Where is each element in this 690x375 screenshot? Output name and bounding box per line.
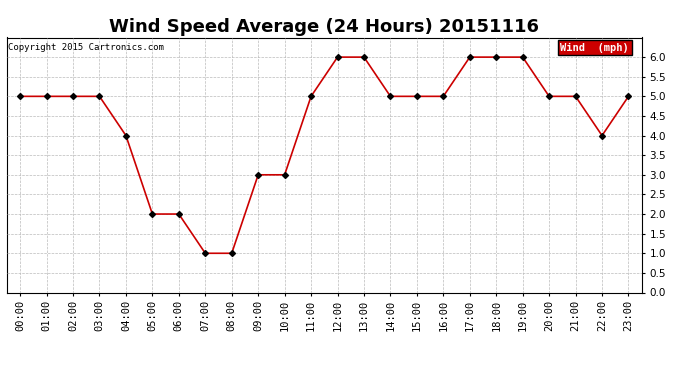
Text: Copyright 2015 Cartronics.com: Copyright 2015 Cartronics.com — [8, 43, 164, 52]
Text: Wind  (mph): Wind (mph) — [560, 43, 629, 52]
Title: Wind Speed Average (24 Hours) 20151116: Wind Speed Average (24 Hours) 20151116 — [109, 18, 540, 36]
